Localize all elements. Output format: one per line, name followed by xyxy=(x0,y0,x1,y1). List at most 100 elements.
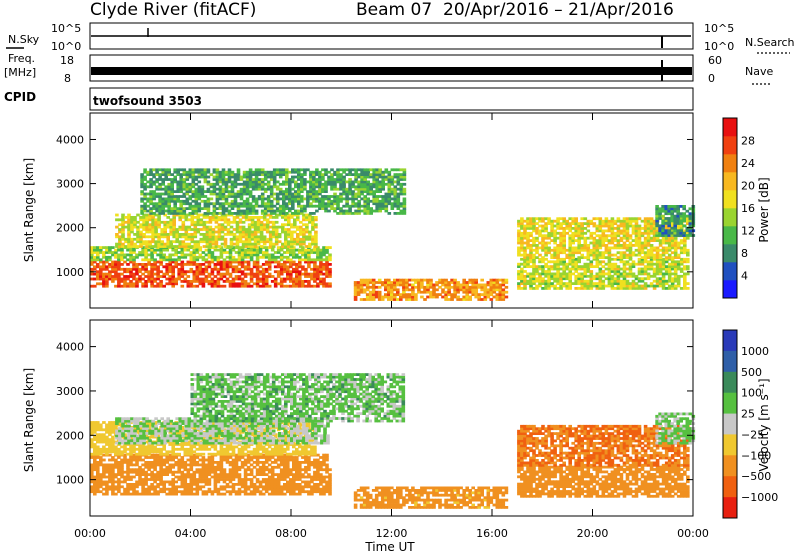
power-cell xyxy=(523,224,527,228)
power-cell xyxy=(378,190,382,193)
power-cell xyxy=(325,275,329,278)
power-cell xyxy=(132,260,136,264)
power-cell xyxy=(295,280,299,283)
velocity-cell xyxy=(153,492,157,496)
power-cell xyxy=(221,187,226,191)
power-cell xyxy=(640,284,645,288)
power-cell xyxy=(252,282,257,286)
power-cell xyxy=(553,256,557,259)
power-cell xyxy=(178,225,182,229)
power-cell xyxy=(495,293,500,296)
power-cell xyxy=(667,246,672,250)
power-cell xyxy=(637,267,642,271)
power-cell xyxy=(345,190,349,193)
power-cell xyxy=(541,236,545,240)
power-cell xyxy=(324,209,328,213)
power-cell xyxy=(374,285,379,289)
power-cell xyxy=(541,244,545,247)
power-cell xyxy=(655,207,659,211)
power-cell xyxy=(175,240,179,244)
power-cell xyxy=(271,220,276,224)
power-cell xyxy=(384,199,389,203)
power-cell xyxy=(274,213,279,217)
power-cell xyxy=(396,298,400,301)
power-cell xyxy=(348,170,352,174)
power-cell xyxy=(219,251,224,254)
power-cell xyxy=(224,182,229,186)
power-cell xyxy=(222,280,227,283)
power-cell xyxy=(136,240,140,244)
power-cell xyxy=(262,216,267,219)
power-cell xyxy=(336,178,340,181)
power-cell xyxy=(225,280,230,283)
power-cell xyxy=(308,233,312,236)
power-cell xyxy=(686,236,690,240)
power-cell xyxy=(219,263,224,266)
power-cell xyxy=(236,195,241,198)
power-cell xyxy=(321,187,325,191)
power-cell xyxy=(592,217,597,221)
power-cell xyxy=(229,213,234,217)
power-cell xyxy=(262,228,267,231)
power-cell xyxy=(459,298,463,301)
power-cell xyxy=(688,234,693,237)
power-cell xyxy=(255,255,260,259)
power-cell xyxy=(277,225,282,229)
power-cell xyxy=(435,295,439,299)
power-cell xyxy=(667,227,672,230)
power-cell xyxy=(501,283,506,287)
power-cell xyxy=(262,240,267,244)
power-cell xyxy=(207,248,212,252)
power-cell xyxy=(634,239,639,242)
power-cell xyxy=(580,236,584,240)
power-cell xyxy=(304,253,308,257)
power-cell xyxy=(212,192,217,196)
power-cell xyxy=(318,175,322,179)
power-cell xyxy=(145,242,149,246)
power-cell xyxy=(318,190,322,193)
power-cell xyxy=(682,231,686,235)
power-cell xyxy=(141,263,145,266)
power-cell xyxy=(553,231,557,235)
power-cell xyxy=(105,284,109,288)
power-cell xyxy=(432,285,436,289)
power-cell xyxy=(325,260,329,264)
power-cell xyxy=(610,287,615,290)
power-cell xyxy=(532,270,536,273)
power-cell xyxy=(619,244,624,247)
power-cell xyxy=(658,277,663,281)
power-cell xyxy=(417,283,421,287)
power-cell xyxy=(230,207,235,210)
power-cell xyxy=(295,253,299,257)
power-cell xyxy=(286,272,290,276)
power-cell xyxy=(643,251,648,255)
power-cell xyxy=(360,185,364,189)
power-cell xyxy=(274,228,279,231)
power-cell xyxy=(610,257,615,261)
power-cell xyxy=(541,267,545,271)
power-cell xyxy=(189,255,194,259)
power-cell xyxy=(619,219,624,223)
power-cell xyxy=(286,251,290,254)
power-cell xyxy=(213,282,218,286)
velocity-cell xyxy=(126,485,130,489)
power-cell xyxy=(377,281,382,284)
power-cell xyxy=(102,277,106,281)
power-cell xyxy=(498,285,503,289)
power-cell xyxy=(371,290,376,294)
power-cell xyxy=(235,228,240,231)
power-cell xyxy=(574,239,578,242)
power-cell xyxy=(230,185,235,189)
power-cell xyxy=(613,265,618,268)
power-cell xyxy=(214,218,219,222)
power-cell xyxy=(333,197,337,201)
power-cell xyxy=(313,277,317,281)
power-cell xyxy=(143,170,147,174)
power-cell xyxy=(145,230,149,234)
power-cell xyxy=(222,272,227,276)
power-cell xyxy=(146,185,150,189)
power-cell xyxy=(234,260,239,264)
power-cell xyxy=(577,257,581,261)
power-cell xyxy=(254,212,259,215)
power-cell xyxy=(182,212,187,215)
